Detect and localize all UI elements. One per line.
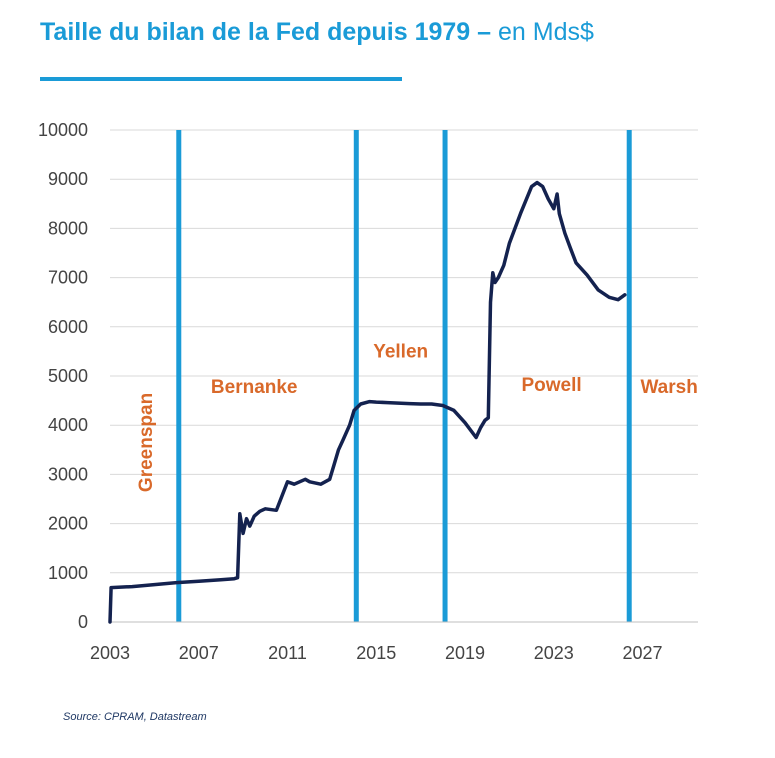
era-dividers <box>176 130 632 622</box>
era-label-bernanke: Bernanke <box>211 377 298 398</box>
y-tick-label: 10000 <box>38 120 88 140</box>
x-tick-label: 2015 <box>356 643 396 663</box>
era-label-yellen: Yellen <box>373 341 428 362</box>
x-tick-label: 2011 <box>268 643 307 663</box>
series-layer <box>108 180 627 624</box>
era-labels: Greenspan Bernanke Yellen Powell Warsh <box>136 341 698 492</box>
chart-area: 0 1000 2000 3000 4000 5000 6000 7000 8000 9000 100… <box>38 120 698 663</box>
y-tick-label: 2000 <box>48 514 88 534</box>
gridlines <box>110 129 698 574</box>
chart-title: Taille du bilan de la Fed depuis 1979 – … <box>40 18 594 47</box>
y-tick-label: 8000 <box>48 218 88 238</box>
chart-title-main: Taille du bilan de la Fed depuis 1979 – <box>40 18 492 46</box>
chart-title-unit: en Mds$ <box>491 18 594 46</box>
y-tick-label: 4000 <box>48 415 88 435</box>
x-tick-label: 2019 <box>445 643 485 663</box>
y-tick-label: 0 <box>78 612 88 632</box>
era-label-powell: Powell <box>521 375 581 396</box>
y-tick-label: 3000 <box>48 464 88 484</box>
x-tick-label: 2027 <box>623 643 663 663</box>
era-label-warsh: Warsh <box>640 377 697 398</box>
y-tick-label: 1000 <box>48 563 88 583</box>
y-tick-label: 7000 <box>48 268 88 288</box>
x-tick-label: 2007 <box>179 643 219 663</box>
y-tick-label: 5000 <box>48 366 88 386</box>
series-line <box>108 180 627 624</box>
title-underline <box>40 77 402 81</box>
x-tick-label: 2023 <box>534 643 574 663</box>
era-label-greenspan: Greenspan <box>136 393 157 492</box>
x-tick-label: 2003 <box>90 643 130 663</box>
source-note: Source: CPRAM, Datastream <box>63 711 207 723</box>
y-tick-label: 9000 <box>48 169 88 189</box>
y-tick-label: 6000 <box>48 317 88 337</box>
axes: 0 1000 2000 3000 4000 5000 6000 7000 8000 9000 100… <box>38 120 698 663</box>
